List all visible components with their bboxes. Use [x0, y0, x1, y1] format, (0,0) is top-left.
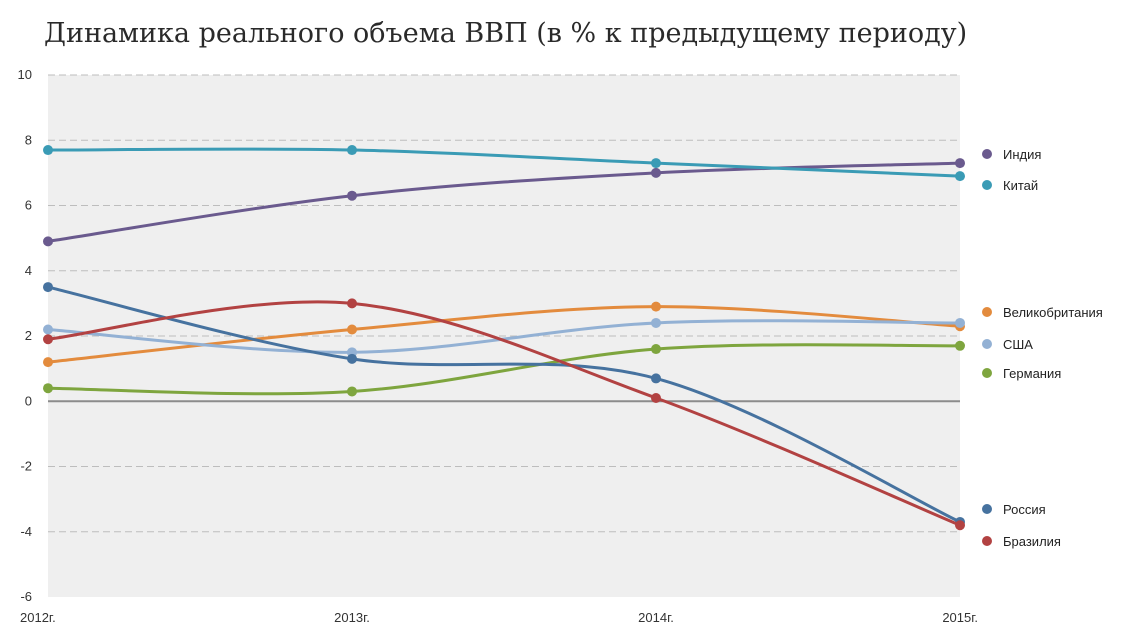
data-point [347, 386, 357, 397]
x-axis-ticks: 2012г. 2013г. 2014г. 2015г. [20, 610, 978, 625]
data-point [955, 340, 965, 351]
y-tick-label: 2 [25, 328, 32, 343]
legend-label: Великобритания [1003, 305, 1103, 320]
y-tick-label: -4 [20, 524, 32, 539]
data-point [43, 357, 53, 368]
data-point [651, 158, 661, 169]
legend-label: Китай [1003, 178, 1038, 193]
data-point [347, 298, 357, 309]
y-tick-label: -2 [20, 459, 32, 474]
legend-item: Германия [982, 366, 1061, 381]
data-point [651, 373, 661, 384]
series-line [46, 147, 962, 178]
legend-marker [982, 339, 992, 349]
legend-marker [982, 149, 992, 159]
x-tick-label: 2015г. [942, 610, 978, 625]
legend-label: США [1003, 337, 1033, 352]
legend-item: США [982, 337, 1033, 352]
series-1 [43, 158, 965, 247]
data-point [651, 344, 661, 355]
legend-marker [982, 180, 992, 190]
data-point [955, 317, 965, 328]
series-lines [43, 145, 965, 531]
legend-marker [982, 536, 992, 546]
series-line [46, 161, 962, 243]
data-point [347, 190, 357, 201]
legend-marker [982, 504, 992, 514]
legend-item: Китай [982, 178, 1038, 193]
data-point [651, 301, 661, 312]
grid-lines [48, 74, 960, 533]
legend: Индия Китай Великобритания США Германия Росси… [982, 147, 1103, 549]
data-point [43, 145, 53, 156]
y-tick-label: 6 [25, 198, 32, 213]
series-5 [43, 340, 965, 397]
legend-marker [982, 368, 992, 378]
data-point [651, 392, 661, 403]
series-line [46, 305, 962, 364]
y-tick-label: 10 [18, 67, 32, 82]
y-tick-label: 4 [25, 263, 32, 278]
x-tick-label: 2013г. [334, 610, 370, 625]
data-point [955, 171, 965, 182]
data-point [43, 334, 53, 345]
data-point [651, 317, 661, 328]
legend-item: Индия [982, 147, 1041, 162]
legend-item: Россия [982, 502, 1046, 517]
data-point [955, 520, 965, 531]
legend-label: Россия [1003, 502, 1046, 517]
series-line [46, 285, 962, 524]
legend-label: Германия [1003, 366, 1061, 381]
data-point [651, 167, 661, 178]
series-7 [43, 298, 965, 531]
data-point [347, 353, 357, 364]
legend-item: Бразилия [982, 534, 1061, 549]
chart-title: Динамика реального объема ВВП (в % к пре… [44, 18, 968, 49]
legend-item: Великобритания [982, 305, 1103, 320]
legend-label: Бразилия [1003, 534, 1061, 549]
data-point [43, 236, 53, 247]
legend-label: Индия [1003, 147, 1041, 162]
series-line [46, 300, 962, 527]
x-tick-label: 2012г. [20, 610, 56, 625]
data-point [43, 282, 53, 293]
y-tick-label: 8 [25, 132, 32, 147]
y-tick-label: -6 [20, 589, 32, 604]
y-tick-label: 0 [25, 393, 32, 408]
data-point [43, 383, 53, 394]
series-line [46, 343, 962, 396]
data-point [347, 145, 357, 156]
x-tick-label: 2014г. [638, 610, 674, 625]
series-2 [43, 145, 965, 182]
y-axis-ticks: 10 8 6 4 2 0 -2 -4 -6 [18, 67, 32, 604]
data-point [43, 324, 53, 335]
data-point [955, 158, 965, 169]
legend-marker [982, 307, 992, 317]
data-point [347, 324, 357, 335]
